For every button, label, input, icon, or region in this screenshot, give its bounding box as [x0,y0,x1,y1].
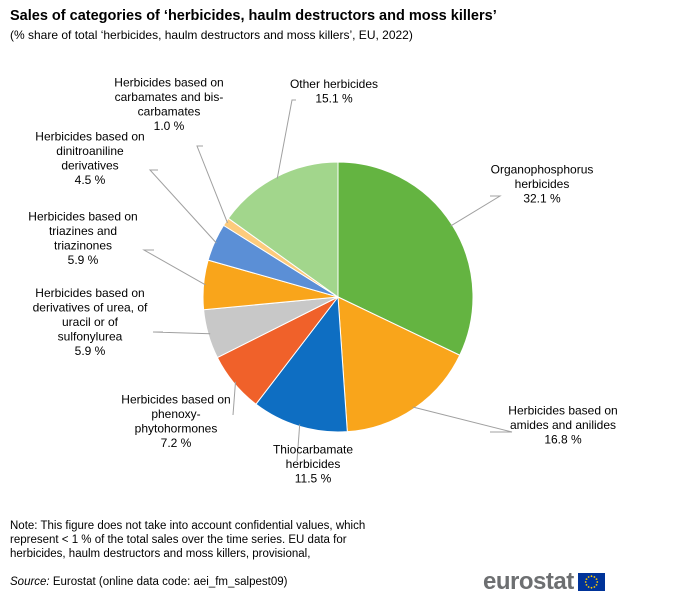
slice-label-herbicides-based-on-dinitroaniline-derivatives: Herbicides based on dinitroaniline derivat… [35,129,144,187]
slice-label-herbicides-based-on-triazines-and-triazinones: Herbicides based on triazines and triazino… [28,209,137,266]
eurostat-logo[interactable]: eurostat [483,568,605,596]
slice-name-line: Herbicides based on [28,209,137,223]
slice-name-line: Herbicides based on [121,392,230,406]
slice-value-label: 4.5 % [75,173,106,187]
slice-name-line: herbicides [515,177,570,191]
slice-name-line: sulfonylurea [58,330,123,344]
slice-value-label: 1.0 % [154,119,185,133]
slice-name-line: phytohormones [135,421,218,435]
eu-star-icon [595,578,598,580]
chart-title: Sales of categories of ‘herbicides, haul… [10,8,497,24]
leader-line-herbicides-based-on-amides-and-anilides [412,406,513,433]
slice-name-line: Herbicides based on [114,75,223,89]
slice-labels: Organophosphorus herbicides 32.1 %Herbicid… [28,75,617,485]
slice-name-line: Organophosphorus [491,163,594,177]
leader-line-herbicides-based-on-phenoxy-phytohormones [232,381,236,416]
leader-line-herbicides-based-on-triazines-and-triazinones [142,249,206,286]
leader-line-thiocarbamate-herbicides [296,424,301,462]
pie-slice-other-herbicides[interactable] [227,161,339,298]
leader-line-other-herbicides [276,99,296,179]
slice-name-line: derivatives [61,158,118,172]
eu-star-icon [590,586,593,589]
chart-subtitle: (% share of total ‘herbicides, haulm des… [10,28,413,42]
eu-star-icon [585,584,588,586]
eu-flag-icon [577,573,605,591]
eu-star-icon [590,575,593,578]
leader-line-herbicides-based-on-derivatives-of-urea-of-uracil-or-of-sulfonylurea [152,331,211,335]
leader-line-herbicides-based-on-dinitroaniline-derivatives [148,169,217,244]
eu-star-icon [596,581,598,583]
eu-star-icon [584,581,587,583]
slice-name-line: Herbicides based on [508,404,617,418]
slice-value-label: 7.2 % [161,436,192,450]
slice-name-line: carbamates and bis- [115,90,224,104]
eu-star-icon [585,578,588,580]
eurostat-wordmark: eurostat [483,568,574,595]
eu-star-icon [587,586,590,588]
pie-chart: Organophosphorus herbicides 32.1 %Herbicid… [28,75,617,485]
source-line: Source: Eurostat (online data code: aei_… [10,576,287,588]
slice-name-line: phenoxy- [151,407,200,421]
source-lead: Source: [10,576,50,588]
eu-star-icon [595,584,598,586]
slice-label-herbicides-based-on-derivatives-of-urea-of-uracil-or-of-sulfonylurea: Herbicides based on derivatives of urea, … [33,286,148,358]
slice-value-label: 32.1 % [523,192,561,206]
slice-label-thiocarbamate-herbicides: Thiocarbamate herbicides 11.5 % [273,443,353,486]
eu-star-icon [593,576,595,578]
pie-slices [202,161,474,433]
slice-name-line: herbicides [286,457,341,471]
slice-name-line: dinitroaniline [56,144,124,158]
slice-name-line: Herbicides based on [35,286,144,300]
slice-name-line: Thiocarbamate [273,443,353,457]
pie-slice-herbicides-based-on-amides-and-anilides[interactable] [337,296,461,433]
slice-name-line: triazinones [54,238,112,252]
leader-lines [142,99,513,462]
slice-value-label: 11.5 % [295,472,332,486]
slice-name-line: triazines and [49,224,117,238]
slice-name-line: Herbicides based on [35,129,144,143]
slice-value-label: 15.1 % [315,91,353,105]
slice-label-herbicides-based-on-amides-and-anilides: Herbicides based on amides and anilides 16… [508,404,617,447]
leader-line-herbicides-based-on-carbamates-and-bis-carbamates [196,145,228,224]
slice-value-label: 5.9 % [68,253,99,267]
slice-name-line: amides and anilides [510,418,616,432]
leader-line-organophosphorus-herbicides [450,195,502,227]
slice-name-line: derivatives of urea, of [33,301,148,315]
eu-star-icon [593,586,595,588]
slice-label-herbicides-based-on-carbamates-and-bis-carbamates: Herbicides based on carbamates and bis-ca… [114,75,223,133]
eu-star-icon [587,576,590,578]
slice-label-other-herbicides: Other herbicides 15.1 % [290,77,378,106]
slice-value-label: 16.8 % [544,433,582,447]
slice-name-line: Other herbicides [290,77,378,91]
source-text: Eurostat (online data code: aei_fm_salpe… [49,576,288,588]
slice-name-line: carbamates [138,104,201,118]
slice-label-organophosphorus-herbicides: Organophosphorus herbicides 32.1 % [491,163,594,206]
slice-value-label: 5.9 % [75,344,106,358]
footnote: Note: This figure does not take into acc… [10,520,366,561]
slice-name-line: uracil or of [62,315,119,329]
slice-label-herbicides-based-on-phenoxy-phytohormones: Herbicides based on phenoxy-phytohormones… [121,392,230,450]
